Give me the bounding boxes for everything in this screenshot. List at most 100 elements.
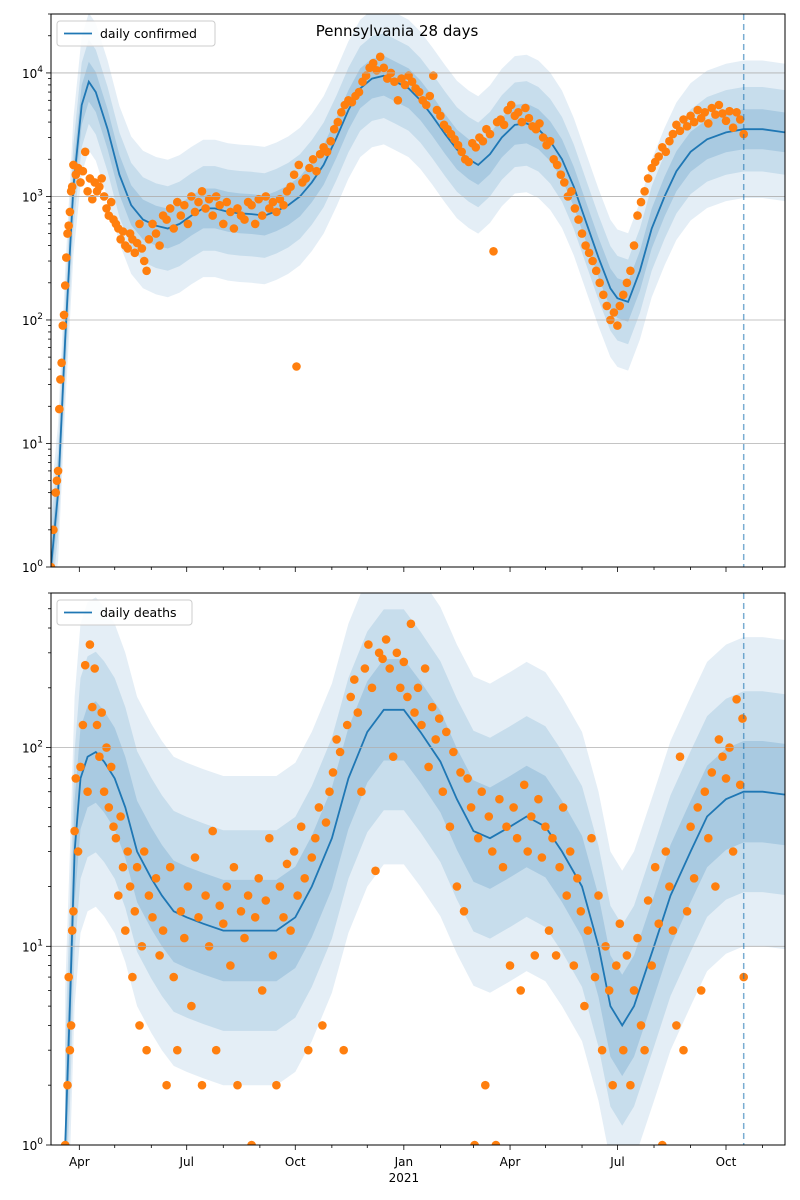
data-point (76, 178, 85, 187)
data-point (315, 149, 325, 159)
data-point (296, 822, 306, 831)
x-tick-year-label: 2021 (389, 1171, 420, 1185)
data-point (456, 768, 465, 777)
data-point (325, 787, 334, 796)
data-point (516, 986, 525, 995)
data-point (505, 961, 515, 970)
data-point (97, 708, 106, 717)
data-point (477, 787, 487, 796)
data-point (332, 735, 341, 744)
data-point (599, 290, 608, 300)
data-point (602, 301, 612, 311)
confidence-band (51, 33, 785, 567)
data-point (66, 1021, 76, 1030)
data-point (521, 103, 530, 113)
data-point (368, 58, 378, 68)
data-point (442, 727, 451, 737)
y-tick-label: 104 (22, 65, 43, 81)
data-point (169, 972, 178, 982)
data-point (240, 933, 249, 943)
data-point (64, 221, 73, 230)
data-point (488, 847, 497, 856)
data-point (125, 882, 135, 891)
data-point (311, 833, 320, 843)
data-point (321, 818, 331, 827)
x-tick-label: Jan (394, 1155, 414, 1169)
data-point (728, 123, 738, 132)
data-point (498, 862, 508, 872)
data-point (489, 247, 498, 256)
data-point (116, 812, 125, 821)
data-point (148, 219, 157, 229)
data-point (305, 163, 314, 173)
data-point (665, 136, 674, 146)
data-point (85, 640, 95, 649)
data-point (484, 812, 494, 821)
data-point (530, 951, 540, 960)
data-point (422, 100, 431, 110)
chart-title: Pennsylvania 28 days (316, 22, 479, 40)
data-point (574, 215, 583, 224)
data-point (732, 695, 741, 704)
data-point (97, 174, 106, 183)
data-point (51, 488, 60, 497)
data-point (144, 891, 154, 900)
data-point (615, 919, 625, 928)
y-tick-label: 103 (22, 188, 43, 204)
data-point (137, 244, 147, 253)
data-point (519, 780, 529, 790)
data-point (654, 919, 663, 928)
data-point (668, 926, 678, 935)
y-tick-base: 10 (22, 437, 37, 451)
data-point (250, 219, 260, 229)
data-point (111, 833, 121, 843)
data-point (728, 847, 738, 856)
data-point (378, 654, 387, 664)
data-point (304, 1045, 313, 1055)
y-tick-base: 10 (22, 1139, 37, 1153)
y-tick-base: 10 (22, 314, 37, 328)
data-point (410, 708, 419, 717)
data-point (573, 874, 582, 883)
y-tick-base: 10 (22, 190, 37, 204)
data-point (337, 108, 346, 117)
data-point (322, 147, 332, 157)
data-point (679, 115, 688, 124)
data-point (128, 972, 137, 982)
data-point (721, 116, 731, 126)
data-point (478, 136, 488, 146)
data-point (427, 702, 437, 712)
data-point (301, 174, 311, 183)
data-point (665, 882, 674, 891)
data-point (567, 187, 576, 196)
data-point (552, 160, 562, 170)
x-tick-label: Oct (716, 1155, 737, 1169)
data-point (640, 187, 649, 196)
y-tick-exponent: 2 (37, 740, 43, 750)
data-point (247, 1140, 256, 1145)
data-point (247, 200, 256, 210)
data-point (425, 91, 435, 101)
data-point (707, 103, 717, 113)
data-point (329, 124, 339, 134)
data-point (158, 926, 168, 935)
data-point (538, 133, 548, 142)
data-point (512, 833, 522, 843)
data-point (577, 229, 587, 238)
data-point (580, 1001, 589, 1011)
y-tick-exponent: 0 (37, 1137, 43, 1147)
data-point (682, 907, 692, 916)
data-point (668, 129, 678, 139)
data-point (661, 847, 671, 856)
data-point (591, 266, 601, 276)
data-point (90, 664, 99, 673)
data-point (608, 1080, 617, 1090)
data-point (675, 752, 685, 761)
data-point (714, 100, 724, 110)
y-tick-exponent: 2 (37, 312, 43, 322)
data-point (735, 115, 745, 124)
data-point (135, 219, 144, 229)
y-tick-exponent: 1 (37, 938, 43, 948)
data-point (155, 241, 164, 250)
